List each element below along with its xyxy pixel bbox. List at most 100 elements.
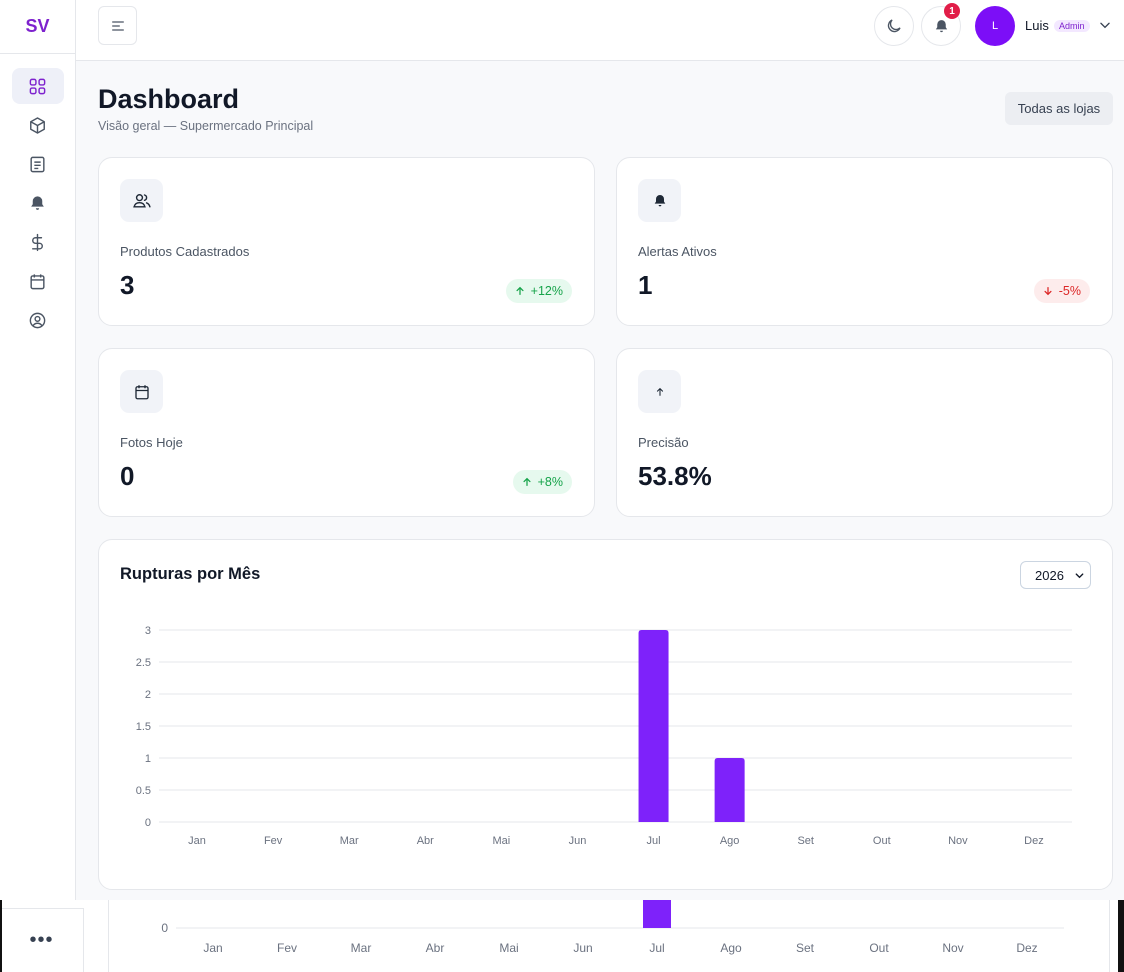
package-box-icon [30, 116, 45, 134]
x-tick-label: Fev [264, 835, 283, 847]
x-tick-label: Jun [569, 835, 587, 847]
arrow-up-icon [516, 286, 524, 295]
stat-value: 0 [120, 461, 135, 491]
x-tick-label: Fev [277, 941, 297, 955]
avatar[interactable]: L [975, 6, 1015, 46]
stat-card-photos: Fotos Hoje 0 +8% [98, 348, 595, 517]
year-select-value: 2026 [1035, 567, 1064, 583]
trend-value: +8% [537, 475, 563, 489]
theme-toggle-button[interactable] [874, 6, 914, 46]
stat-card-products: Produtos Cadastrados 3 +12% [98, 157, 595, 326]
x-tick-label: Nov [948, 835, 968, 847]
calendar-icon [30, 273, 45, 289]
page-title: Dashboard [98, 84, 240, 114]
preview-bar-jul [643, 900, 671, 928]
stat-value: 3 [120, 270, 135, 300]
x-tick-label: Jul [649, 941, 664, 955]
sidebar-item-profile[interactable] [12, 302, 64, 338]
y-tick-label: 1.5 [136, 721, 151, 733]
arrow-up-icon [638, 370, 681, 413]
more-button[interactable]: ••• [0, 908, 84, 972]
bell-icon [638, 179, 681, 222]
x-tick-label: Dez [1024, 835, 1044, 847]
sidebar-item-products[interactable] [12, 107, 64, 143]
stat-value: 53.8% [638, 461, 712, 491]
x-tick-label: Nov [942, 941, 963, 955]
x-tick-label: Set [796, 941, 815, 955]
x-tick-label: Jan [203, 941, 222, 955]
chevron-down-icon[interactable] [1098, 18, 1112, 37]
sidebar-item-reports[interactable] [12, 146, 64, 182]
users-icon [120, 179, 163, 222]
app-logo[interactable]: SV [0, 0, 75, 54]
stat-card-alerts: Alertas Ativos 1 -5% [616, 157, 1113, 326]
arrow-up-icon [523, 477, 531, 486]
x-tick-label: Mar [340, 835, 359, 847]
top-header: 1 L Luis Admin [76, 0, 1124, 61]
trend-badge: -5% [1033, 279, 1090, 303]
x-tick-label: Abr [426, 941, 445, 955]
stat-label: Produtos Cadastrados [120, 244, 250, 259]
moon-icon [887, 19, 901, 33]
menu-icon [111, 20, 124, 31]
store-filter-button[interactable]: Todas as lojas [1005, 92, 1113, 125]
y-tick-label: 2.5 [136, 657, 151, 669]
page-subtitle: Visão geral — Supermercado Principal [98, 119, 314, 133]
x-tick-label: Jul [647, 835, 661, 847]
y-tick-label: 0 [145, 817, 151, 829]
bar-chart: 0 0.5 1 1.5 2 2.5 3 Jan Fev Mar Abr Mai Jun Jul Ago Set… [136, 625, 1072, 847]
user-circle-icon [29, 312, 46, 328]
x-tick-label: Ago [720, 835, 740, 847]
main-content: Dashboard Visão geral — Supermercado Pri… [76, 61, 1124, 900]
sidebar-item-calendar[interactable] [12, 263, 64, 299]
window-edge [1118, 900, 1124, 972]
preview-frame [108, 900, 1110, 972]
x-tick-label: Abr [417, 835, 434, 847]
arrow-down-icon [1044, 287, 1052, 296]
sidebar-item-alerts[interactable] [12, 185, 64, 221]
stat-label: Fotos Hoje [120, 435, 183, 450]
y-tick-label: 0.5 [136, 785, 151, 797]
preview-chart: 0 Jan Fev Mar Abr Mai Jun Jul Ago Set Out Nov Dez [161, 900, 1064, 955]
stat-label: Alertas Ativos [638, 244, 717, 259]
stat-label: Precisão [638, 435, 689, 450]
x-tick-label: Set [797, 835, 814, 847]
chart-bar-ago[interactable] [714, 758, 745, 822]
y-tick-label: 3 [145, 625, 151, 637]
trend-badge: +8% [512, 470, 572, 494]
y-tick-label: 0 [161, 921, 168, 935]
chart-bar-jul[interactable] [638, 630, 669, 822]
x-tick-label: Mai [499, 941, 518, 955]
trend-value: -5% [1058, 284, 1081, 298]
bell-icon [31, 195, 44, 210]
window-edge [0, 900, 2, 972]
calendar-icon [120, 370, 163, 413]
bell-icon [935, 19, 947, 32]
user-name[interactable]: Luis [1025, 18, 1049, 33]
list-document-icon [30, 156, 45, 172]
x-tick-label: Ago [720, 941, 742, 955]
x-tick-label: Out [869, 941, 889, 955]
user-role-badge: Admin [1054, 20, 1090, 32]
notifications-button[interactable]: 1 [921, 3, 961, 46]
x-tick-label: Mar [351, 941, 372, 955]
stat-card-accuracy: Precisão 53.8% [616, 348, 1113, 517]
x-tick-label: Jan [188, 835, 206, 847]
year-select[interactable]: 2026 [1020, 561, 1091, 589]
y-tick-label: 2 [145, 689, 151, 701]
y-tick-label: 1 [145, 753, 151, 765]
dashboard-grid-icon [29, 78, 46, 94]
notification-count-badge: 1 [944, 3, 960, 19]
chevron-down-icon [1075, 572, 1084, 578]
dollar-icon [32, 233, 43, 251]
sidebar-nav [0, 54, 75, 338]
menu-toggle-button[interactable] [98, 6, 137, 45]
stat-value: 1 [638, 270, 653, 300]
sidebar-item-finance[interactable] [12, 224, 64, 260]
trend-value: +12% [530, 284, 563, 298]
chart-title: Rupturas por Mês [120, 565, 261, 583]
x-tick-label: Jun [573, 941, 592, 955]
chart-card: Rupturas por Mês 2026 0 0.5 1 1.5 2 2.5 3 Jan Fe… [98, 539, 1113, 890]
sidebar-item-dashboard[interactable] [11, 68, 64, 104]
chart-preview-overflow: 0 Jan Fev Mar Abr Mai Jun Jul Ago Set Out Nov Dez [84, 900, 1118, 972]
